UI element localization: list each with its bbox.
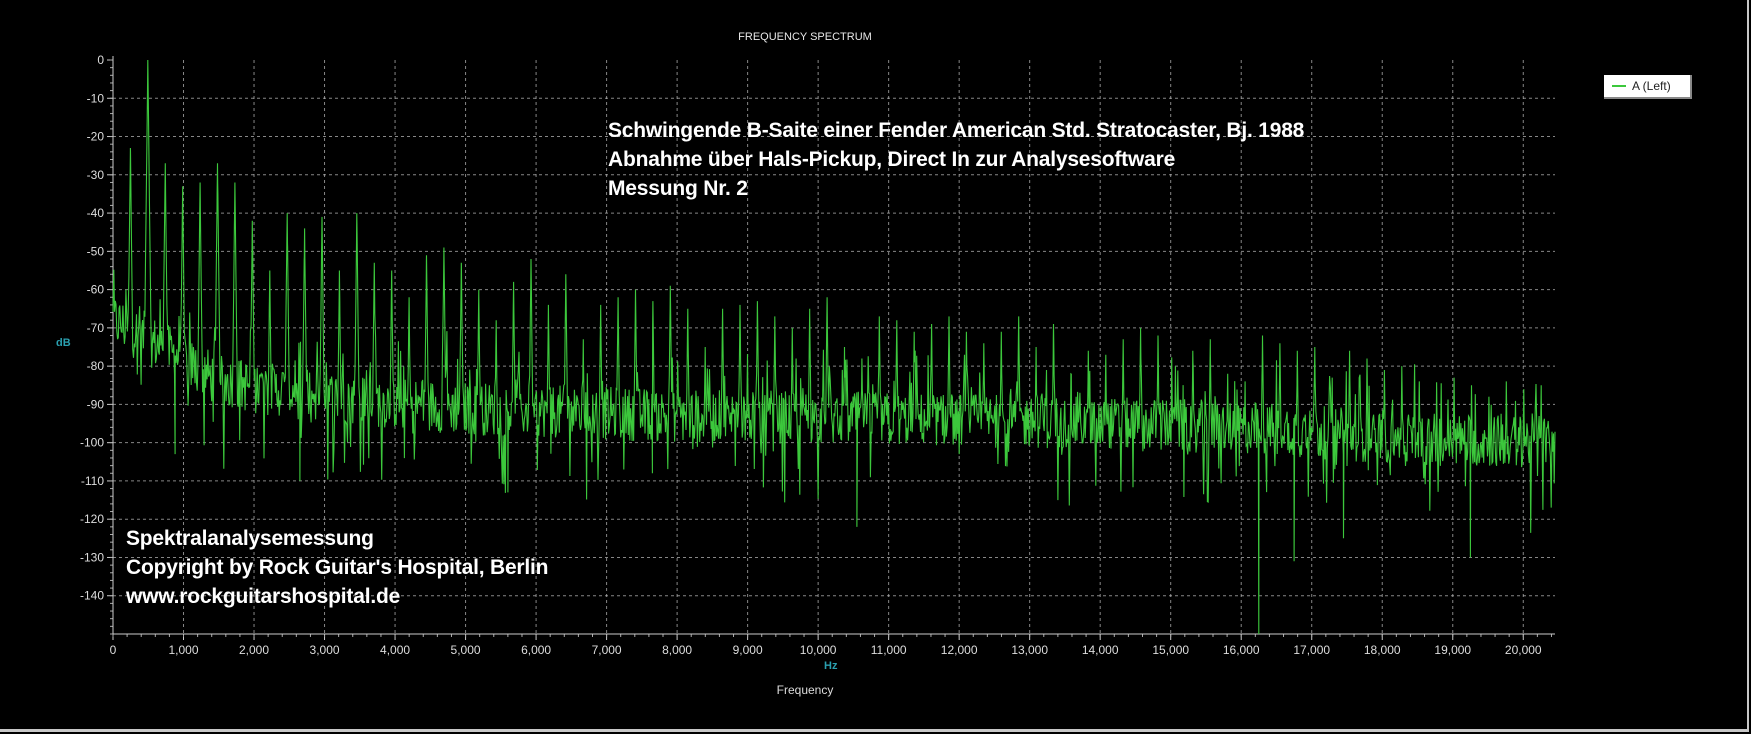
y-tick-label: -100 — [80, 436, 104, 450]
x-tick-label: 19,000 — [1434, 643, 1471, 657]
header-line: Messung Nr. 2 — [608, 177, 748, 200]
header-line: Schwingende B-Saite einer Fender America… — [608, 119, 1305, 142]
y-tick-label: -10 — [87, 91, 105, 105]
x-tick-label: 5,000 — [451, 643, 481, 657]
x-tick-label: 1,000 — [168, 643, 198, 657]
legend-label: A (Left) — [1632, 79, 1671, 93]
y-axis-unit: dB — [56, 337, 71, 349]
x-tick-label: 16,000 — [1223, 643, 1260, 657]
x-tick-label: 18,000 — [1364, 643, 1401, 657]
header-annotation: Schwingende B-Saite einer Fender America… — [608, 116, 1304, 203]
grid — [113, 60, 1555, 634]
x-tick-label: 8,000 — [662, 643, 692, 657]
footer-annotation: Spektralanalysemessung Copyright by Rock… — [126, 524, 548, 611]
y-tick-label: -70 — [87, 321, 105, 335]
x-axis-label: Frequency — [776, 683, 834, 697]
x-axis-unit: Hz — [824, 660, 838, 672]
y-tick-label: -60 — [87, 283, 105, 297]
x-tick-label: 4,000 — [380, 643, 410, 657]
y-tick-label: -30 — [87, 168, 105, 182]
y-tick-label: -120 — [80, 512, 104, 526]
trace-group — [112, 59, 1556, 635]
x-tick-label: 20,000 — [1505, 643, 1542, 657]
footer-line: Spektralanalysemessung — [126, 527, 374, 550]
chart-title: FREQUENCY SPECTRUM — [738, 31, 872, 43]
x-tick-label: 13,000 — [1011, 643, 1048, 657]
y-tick-label: -110 — [81, 474, 104, 488]
x-tick-label: 10,000 — [800, 643, 837, 657]
y-tick-label: 0 — [97, 53, 104, 67]
y-tick-label: -80 — [87, 359, 105, 373]
y-tick-label: -140 — [80, 589, 104, 603]
x-tick-label: 2,000 — [239, 643, 269, 657]
y-tick-label: -90 — [87, 397, 105, 411]
x-tick-label: 7,000 — [592, 643, 622, 657]
x-tick-label: 6,000 — [521, 643, 551, 657]
series-line-a-left — [112, 59, 1556, 635]
axes: 0 -10 -20 -30 -40 -50 -60 -70 -80 -90 -100 -110 -120… — [80, 53, 1555, 657]
y-tick-label: -130 — [80, 550, 104, 564]
x-tick-label: 12,000 — [941, 643, 978, 657]
y-tick-label: -40 — [87, 206, 105, 220]
x-tick-label: 15,000 — [1152, 643, 1189, 657]
x-tick-label: 17,000 — [1293, 643, 1330, 657]
header-line: Abnahme über Hals-Pickup, Direct In zur … — [608, 148, 1176, 171]
x-tick-label: 11,000 — [871, 643, 907, 657]
legend[interactable]: A (Left) — [1604, 75, 1692, 99]
legend-swatch — [1612, 85, 1626, 87]
y-tick-label: -20 — [87, 130, 105, 144]
footer-line: www.rockguitarshospital.de — [126, 585, 401, 608]
y-tick-label: -50 — [87, 244, 105, 258]
footer-line: Copyright by Rock Guitar's Hospital, Ber… — [126, 556, 549, 579]
x-tick-label: 3,000 — [310, 643, 340, 657]
x-tick-label: 9,000 — [733, 643, 763, 657]
x-tick-label: 14,000 — [1082, 643, 1119, 657]
x-tick-label: 0 — [110, 643, 117, 657]
